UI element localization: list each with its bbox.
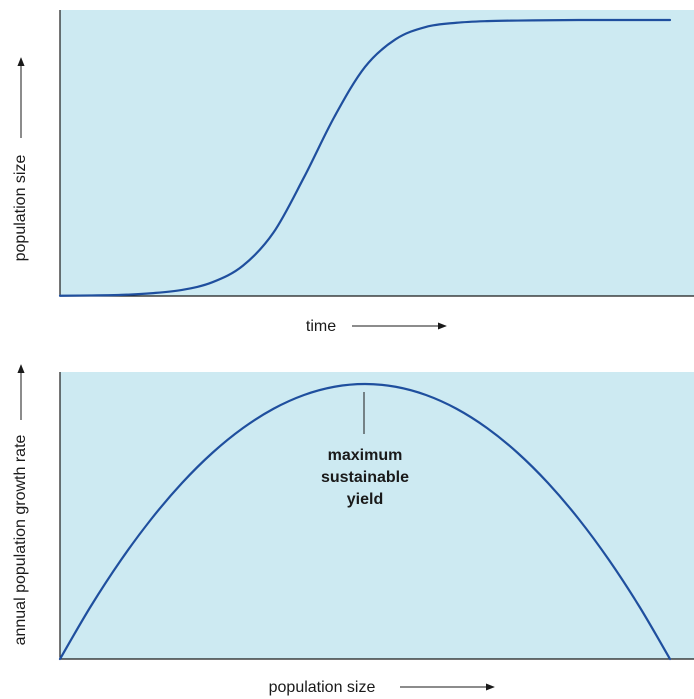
y-label-top: population size [12,155,29,262]
chart-top: population size time [12,10,694,335]
population-growth-curve [58,18,672,297]
plot-area-top [60,10,694,296]
msy-annotation-line-1: maximum [328,447,403,464]
x-label-top: time [306,318,336,335]
msy-annotation-line-3: yield [347,491,383,508]
series-bottom [58,382,672,661]
series-top [58,18,672,297]
chart-bottom: maximum sustainable yield annual populat… [12,364,694,696]
msy-annotation-line-2: sustainable [321,469,409,486]
plot-area-bottom [60,372,694,659]
y-label-bottom: annual population growth rate [12,434,29,645]
x-label-bottom: population size [269,679,376,696]
growth-rate-curve [58,382,672,661]
